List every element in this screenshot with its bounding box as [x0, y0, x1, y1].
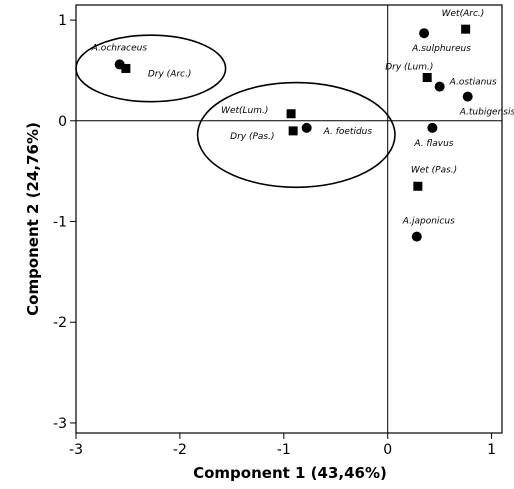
x-tick-label: 0	[383, 442, 392, 458]
y-tick-label: -3	[53, 416, 67, 432]
point-label: A.ostianus	[449, 78, 497, 88]
point-label: A. foetidus	[323, 127, 373, 137]
square-point	[121, 63, 131, 73]
point-labels: A.ochraceus A. foetidus A.sulphureus A.osti…	[91, 9, 514, 226]
y-tick-label: 1	[58, 13, 67, 29]
point-label: A. flavus	[413, 139, 453, 149]
point-label: Dry (Lum.)	[385, 63, 433, 73]
point-label: A.sulphureus	[411, 44, 471, 54]
square-point	[288, 126, 298, 136]
point-label: Wet (Pas.)	[411, 165, 457, 175]
group-ellipses	[75, 34, 396, 189]
circle-point	[434, 81, 445, 92]
circle-point	[427, 122, 438, 133]
plot-frame	[75, 4, 503, 434]
x-tick-label: 1	[487, 442, 496, 458]
circle-point	[411, 231, 422, 242]
square-point	[422, 73, 432, 83]
point-label: A.tubigensis	[459, 108, 514, 118]
circle-point	[301, 122, 312, 133]
y-tick-label: -2	[53, 315, 67, 331]
square-point	[461, 24, 471, 34]
x-axis-ticks: -3 -2 -1 0 1	[69, 433, 496, 458]
y-tick-label: 0	[58, 114, 67, 130]
circle-point	[462, 91, 473, 102]
y-axis-title: Component 2 (24,76%)	[24, 122, 42, 316]
circle-point	[419, 28, 430, 39]
point-label: Wet(Arc.)	[442, 9, 485, 19]
y-tick-label: -1	[53, 215, 67, 231]
group-ellipse	[196, 81, 396, 189]
x-tick-label: -1	[277, 442, 291, 458]
point-label: Dry (Pas.)	[230, 132, 274, 142]
square-point	[286, 109, 296, 119]
y-axis-ticks: -3 -2 -1 0 1	[53, 13, 76, 432]
x-axis-title: Component 1 (43,46%)	[193, 464, 387, 482]
x-tick-label: -3	[69, 442, 83, 458]
group-ellipse	[75, 34, 227, 103]
square-point	[413, 181, 423, 191]
point-label: A.japonicus	[402, 217, 455, 227]
data-points	[114, 24, 473, 242]
x-tick-label: -2	[173, 442, 187, 458]
point-label: Dry (Arc.)	[148, 69, 192, 79]
point-label: A.ochraceus	[91, 43, 148, 53]
point-label: Wet(Lum.)	[221, 106, 268, 116]
